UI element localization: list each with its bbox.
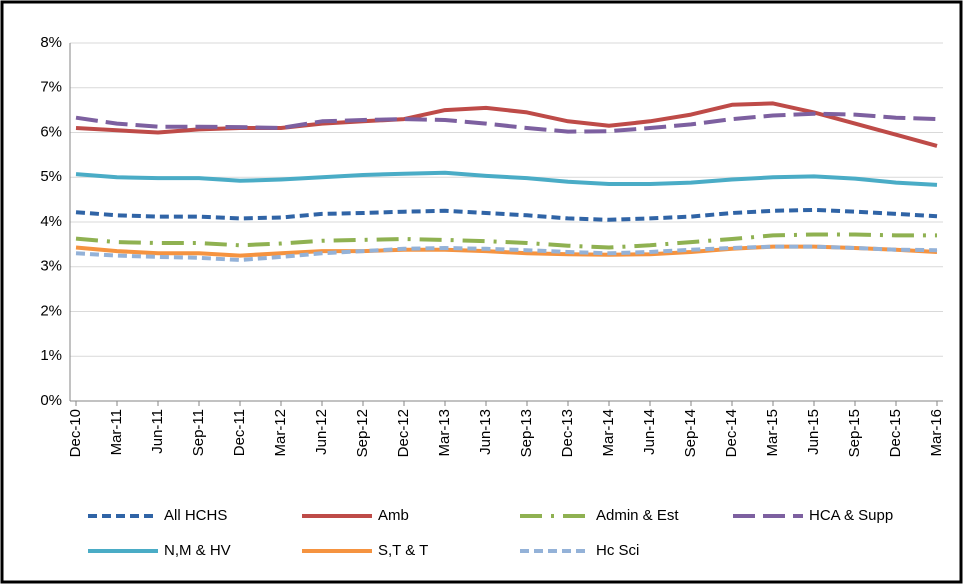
series-line [75,101,938,148]
legend-label: Admin & Est [596,507,679,524]
x-tick-label: Sep-13 [518,409,535,457]
y-tick-label: 1% [40,347,62,364]
legend-label: All HCHS [164,507,227,524]
x-tick-label: Sep-14 [682,409,699,457]
legend-label: N,M & HV [164,542,231,559]
legend-label: HCA & Supp [809,507,893,524]
y-tick-label: 0% [40,392,62,409]
x-tick-label: Mar-16 [928,409,945,457]
y-tick-label: 6% [40,123,62,140]
series-line [75,232,937,250]
y-tick-label: 5% [40,168,62,185]
x-tick-label: Mar-13 [436,409,453,457]
series-line [75,207,938,222]
legend-label: S,T & T [378,542,428,559]
x-tick-label: Dec-15 [887,409,904,457]
x-tick-label: Jun-11 [149,409,166,454]
y-tick-label: 7% [40,79,62,96]
y-tick-label: 3% [40,258,62,275]
x-tick-label: Dec-10 [67,409,84,457]
y-tick-label: 4% [40,213,62,230]
legend-label: Amb [378,507,409,524]
x-tick-label: Jun-12 [313,409,330,455]
legend-label: Hc Sci [596,542,639,559]
x-tick-label: Dec-11 [231,409,248,456]
x-tick-label: Dec-12 [395,409,412,457]
x-tick-label: Dec-13 [559,409,576,457]
x-tick-label: Sep-12 [354,409,371,457]
x-tick-label: Sep-15 [846,409,863,457]
series-line [75,170,938,187]
x-tick-label: Mar-15 [764,409,781,457]
series-line [75,111,938,134]
y-tick-label: 2% [40,302,62,319]
x-tick-label: Jun-14 [641,409,658,455]
x-tick-label: Mar-14 [600,409,617,457]
x-tick-label: Mar-11 [108,409,125,455]
x-tick-label: Jun-13 [477,409,494,455]
series-line [75,244,938,262]
x-tick-label: Mar-12 [272,409,289,457]
x-tick-label: Dec-14 [723,409,740,457]
x-tick-label: Jun-15 [805,409,822,455]
x-tick-label: Sep-11 [190,409,207,456]
y-tick-label: 8% [40,34,62,51]
